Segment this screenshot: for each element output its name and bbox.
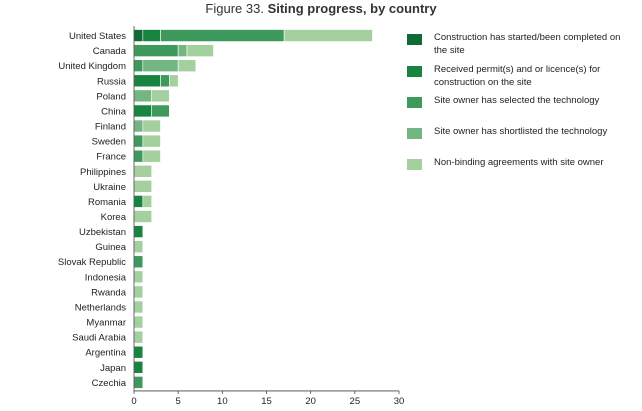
bar-segment — [142, 195, 152, 208]
x-tick-label: 0 — [131, 396, 136, 407]
category-label: Korea — [101, 212, 127, 223]
legend-label: Site owner has selected the technology — [434, 95, 600, 106]
bar-segment — [283, 29, 373, 42]
bar-segment — [133, 89, 152, 103]
legend-label: Non-binding agreements with site owner — [434, 157, 604, 168]
category-label: Czechia — [92, 378, 127, 389]
legend-item: Non-binding agreements with site owner — [407, 157, 627, 170]
bar-segment — [133, 225, 144, 238]
category-label: United Kingdom — [58, 61, 126, 72]
legend-swatch — [407, 97, 422, 108]
legend-label: Received permit(s) and or licence(s) for… — [434, 64, 601, 88]
x-tick-label: 5 — [176, 396, 181, 407]
category-label: Guinea — [95, 242, 126, 253]
category-label: Saudi Arabia — [72, 333, 127, 344]
bar-segment — [177, 44, 188, 57]
category-label: Finland — [95, 122, 126, 133]
x-axis-title: N° of SMR designs — [226, 410, 307, 411]
category-label: United States — [69, 31, 126, 42]
category-label: Romania — [88, 197, 127, 208]
category-label: Russia — [97, 76, 127, 87]
bar-segment — [133, 315, 144, 329]
category-label: Uzbekistan — [79, 227, 126, 238]
bar-segment — [169, 74, 179, 88]
bar-segment — [133, 210, 152, 223]
x-tick-label: 25 — [350, 396, 361, 407]
bar-segment — [142, 119, 161, 133]
x-tick-label: 20 — [305, 396, 316, 407]
category-label: Poland — [96, 91, 126, 102]
legend-label: Construction has started/been completed … — [434, 32, 621, 56]
figure-title: Figure 33. Siting progress, by country — [0, 0, 642, 17]
legend-item: Site owner has shortlisted the technolog… — [407, 126, 627, 139]
bar-segment — [142, 134, 161, 148]
category-label: Slovak Republic — [58, 257, 126, 268]
legend-swatch — [407, 34, 422, 45]
bar-segment — [133, 285, 144, 299]
legend-swatch — [407, 66, 422, 77]
x-tick-label: 30 — [394, 396, 405, 407]
bar-segment — [133, 180, 152, 193]
category-label: Canada — [93, 46, 127, 57]
bar-segment — [133, 376, 144, 389]
category-label: China — [101, 106, 127, 117]
bar-segment — [133, 240, 144, 253]
bar-segment — [133, 255, 144, 269]
category-label: Rwanda — [91, 287, 127, 298]
bar-segment — [133, 44, 179, 57]
x-tick-label: 15 — [261, 396, 272, 407]
bar-segment — [133, 119, 144, 133]
bar-segment — [133, 149, 144, 163]
bar-segment — [142, 149, 161, 163]
bar-segment — [160, 74, 170, 88]
category-label: Sweden — [92, 137, 126, 148]
bar-segment — [186, 44, 214, 57]
bar-segment — [133, 270, 144, 284]
bar-segment — [133, 164, 152, 178]
x-tick-label: 10 — [217, 396, 228, 407]
category-label: Ukraine — [93, 182, 126, 193]
bar-segment — [133, 74, 161, 88]
legend-label: Site owner has shortlisted the technolog… — [434, 126, 608, 137]
bar-segment — [133, 134, 144, 148]
bar-segment — [177, 59, 197, 73]
category-label: Myanmar — [86, 318, 126, 329]
bar-segment — [133, 195, 144, 208]
bar-segment — [133, 59, 144, 73]
bar-segment — [151, 104, 170, 118]
bar-segment — [142, 29, 161, 42]
bar-segment — [133, 345, 144, 359]
legend-item: Received permit(s) and or licence(s) for… — [407, 64, 627, 89]
legend-swatch — [407, 159, 422, 170]
category-label: Indonesia — [85, 272, 127, 283]
bar-segment — [151, 89, 170, 103]
figure-title-prefix: Figure 33. — [205, 1, 268, 16]
legend-swatch — [407, 128, 422, 139]
bar-segment — [133, 300, 144, 314]
category-label: Philippines — [80, 167, 126, 178]
bar-segment — [142, 59, 179, 73]
category-label: Netherlands — [75, 302, 126, 313]
bar-segment — [133, 29, 144, 42]
bar-segment — [133, 330, 144, 344]
category-label: France — [96, 152, 126, 163]
bar-segment — [133, 104, 152, 118]
category-label: Japan — [100, 363, 126, 374]
bar-segment — [133, 360, 144, 374]
legend-item: Construction has started/been completed … — [407, 32, 627, 57]
figure-title-main: Siting progress, by country — [267, 1, 437, 16]
category-label: Argentina — [85, 348, 126, 359]
bar-segment — [160, 29, 285, 42]
legend-item: Site owner has selected the technology — [407, 95, 627, 108]
